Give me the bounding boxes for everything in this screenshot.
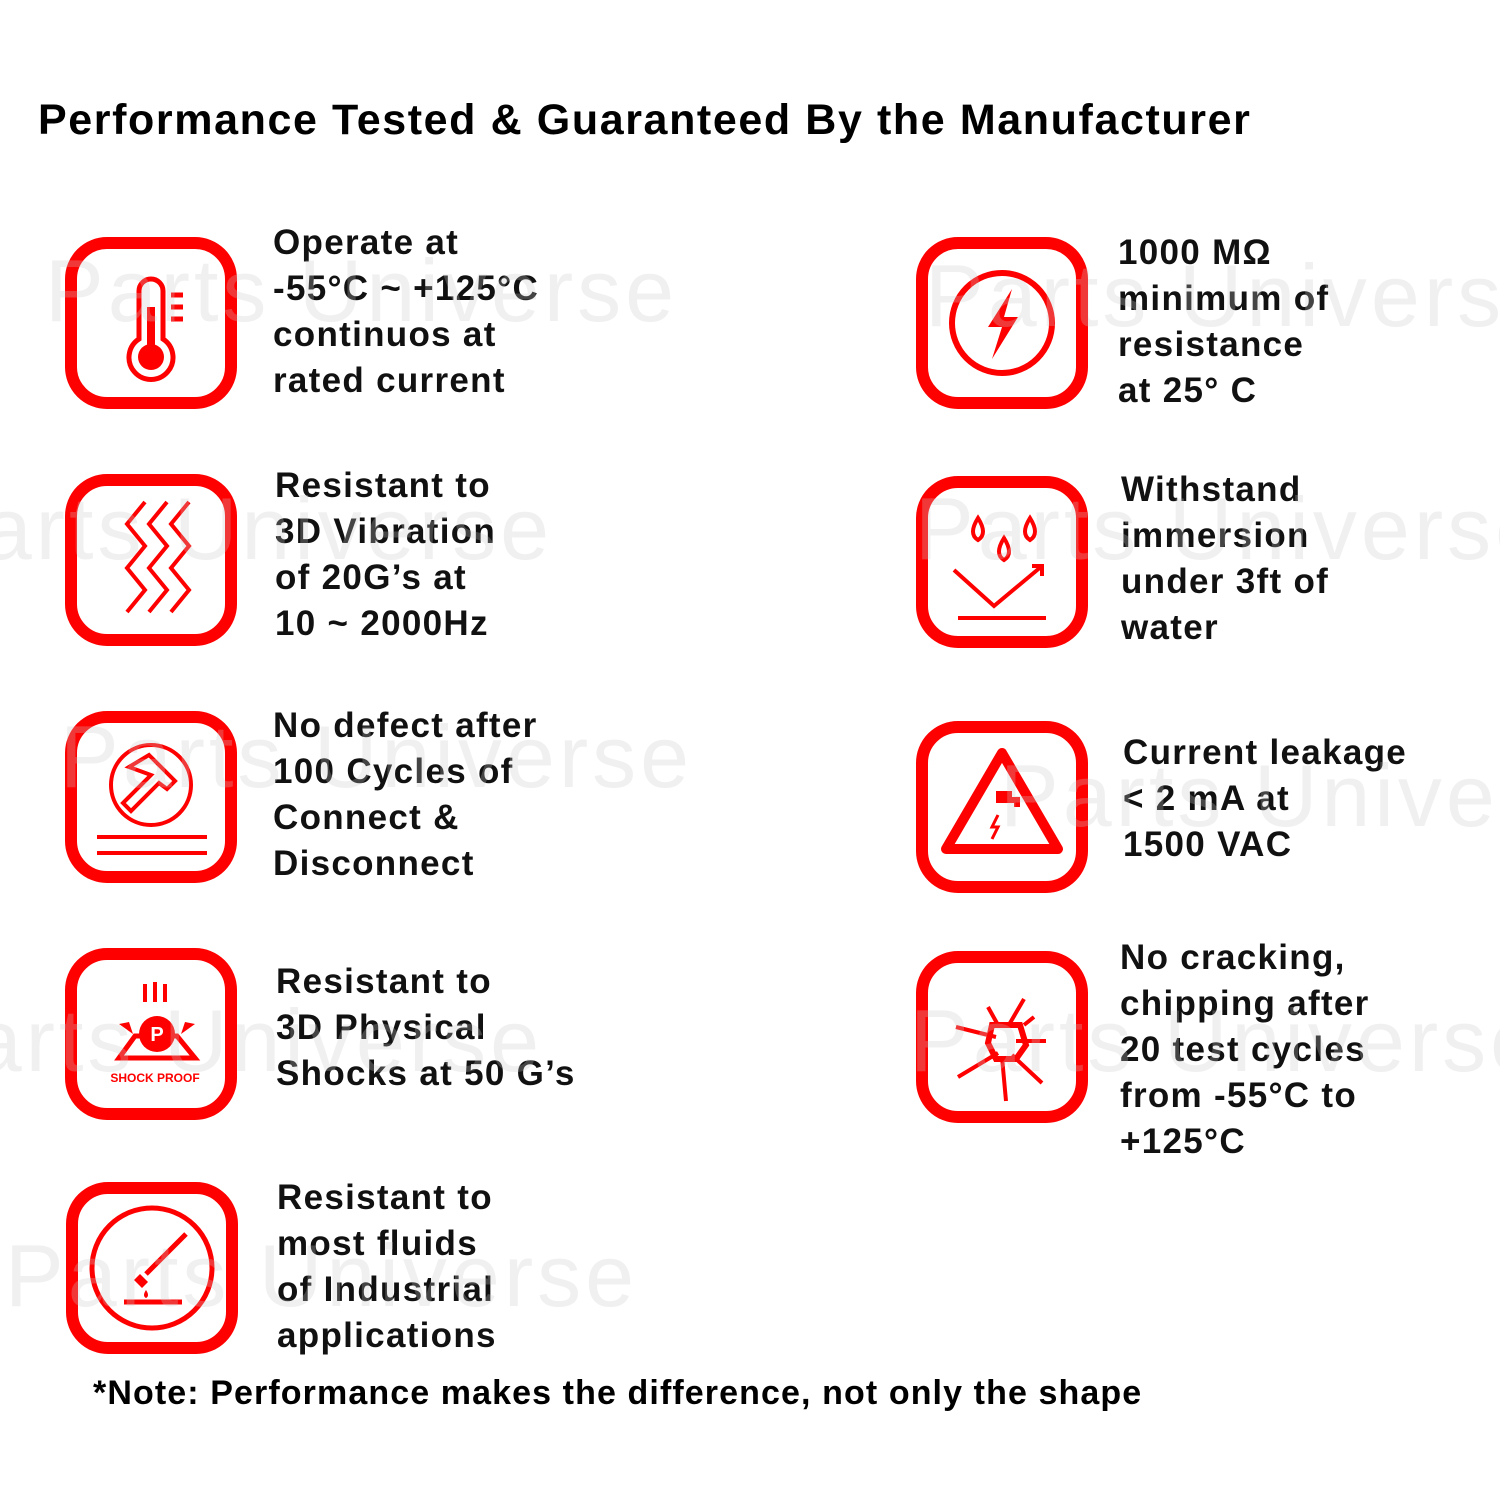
water-drops-icon [916, 476, 1088, 648]
text-line: Resistant to [277, 1178, 493, 1217]
text-line: Operate at [273, 223, 460, 262]
text-line: Withstand [1121, 470, 1302, 509]
text-line: < 2 mA at [1123, 779, 1290, 818]
text-line: under 3ft of [1121, 562, 1330, 601]
text-line: most fluids [277, 1224, 478, 1263]
text-line: water [1121, 608, 1219, 647]
feature-vibration: Resistant to 3D Vibration of 20G’s at 10 ~ … [275, 463, 496, 647]
feature-operating-temperature: Operate at -55°C ~ +125°C continuos at rate… [273, 220, 539, 404]
text-line: at 25° C [1118, 371, 1258, 410]
lightning-icon [916, 237, 1088, 409]
text-line: 1000 MΩ [1118, 233, 1272, 272]
feature-water-immersion: Withstand immersion under 3ft of water [1121, 467, 1329, 651]
electric-warning-icon [916, 721, 1088, 893]
text-line: of 20G’s at [275, 558, 467, 597]
thermometer-icon [65, 237, 237, 409]
text-line: Current leakage [1123, 733, 1408, 772]
text-line: continuos at [273, 315, 497, 354]
fluid-drop-icon [66, 1182, 238, 1354]
hammer-icon [65, 711, 237, 883]
text-line: No defect after [273, 706, 538, 745]
crack-icon [916, 951, 1088, 1123]
shock-proof-icon: P SHOCK PROOF [65, 948, 237, 1120]
text-line: -55°C ~ +125°C [273, 269, 540, 308]
text-line: from -55°C to [1120, 1076, 1358, 1115]
text-line: Disconnect [273, 844, 475, 883]
text-line: 100 Cycles of [273, 752, 514, 791]
svg-text:P: P [150, 1024, 163, 1046]
text-line: 3D Physical [276, 1008, 487, 1047]
svg-text:SHOCK PROOF: SHOCK PROOF [110, 1071, 199, 1085]
feature-connect-cycles: No defect after 100 Cycles of Connect & Dis… [273, 703, 538, 887]
text-line: 3D Vibration [275, 512, 497, 551]
text-line: applications [277, 1316, 497, 1355]
text-line: 10 ~ 2000Hz [275, 604, 489, 643]
feature-current-leakage: Current leakage < 2 mA at 1500 VAC [1123, 730, 1407, 868]
footnote: *Note: Performance makes the difference,… [93, 1374, 1143, 1412]
text-line: Connect & [273, 798, 460, 837]
text-line: Resistant to [275, 466, 491, 505]
text-line: of Industrial [277, 1270, 495, 1309]
text-line: 1500 VAC [1123, 825, 1293, 864]
text-line: +125°C [1120, 1122, 1246, 1161]
feature-insulation-resistance: 1000 MΩ minimum of resistance at 25° C [1118, 230, 1329, 414]
text-line: No cracking, [1120, 938, 1346, 977]
text-line: minimum of [1118, 279, 1330, 318]
text-line: rated current [273, 361, 506, 400]
text-line: immersion [1121, 516, 1310, 555]
feature-physical-shock: Resistant to 3D Physical Shocks at 50 G’s [276, 959, 576, 1097]
page-title: Performance Tested & Guaranteed By the M… [38, 96, 1252, 144]
text-line: resistance [1118, 325, 1305, 364]
feature-fluid-resistance: Resistant to most fluids of Industrial appl… [277, 1175, 497, 1359]
text-line: 20 test cycles [1120, 1030, 1366, 1069]
text-line: chipping after [1120, 984, 1370, 1023]
feature-thermal-cycling: No cracking, chipping after 20 test cycles… [1120, 935, 1370, 1165]
text-line: Shocks at 50 G’s [276, 1054, 576, 1093]
text-line: Resistant to [276, 962, 492, 1001]
vibration-icon [65, 474, 237, 646]
